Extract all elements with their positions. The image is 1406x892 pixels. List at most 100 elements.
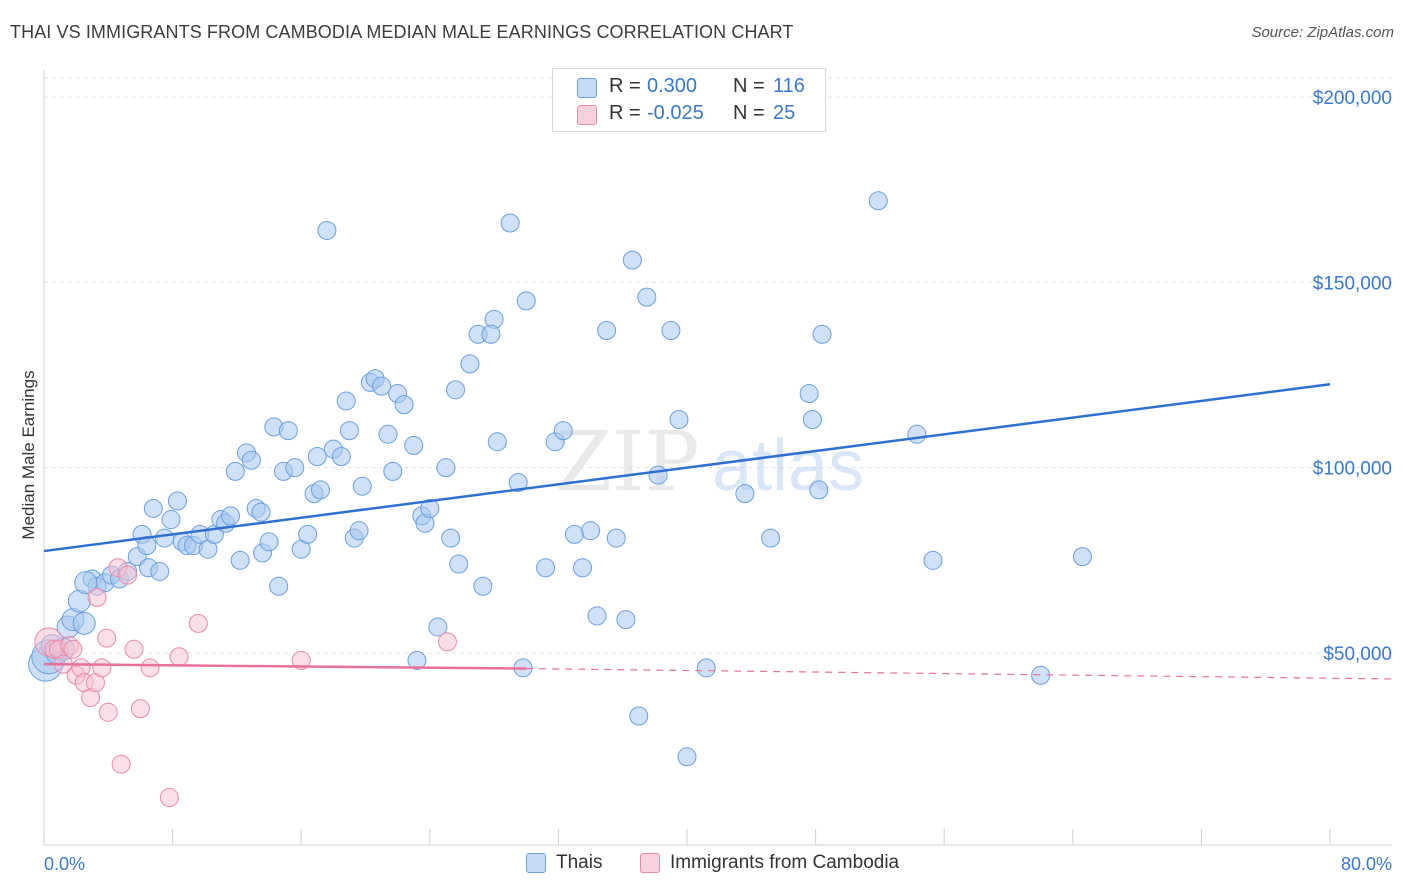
thais-point — [648, 465, 668, 485]
thais-point — [278, 421, 298, 441]
cambodia-point — [437, 632, 457, 652]
thais-point — [581, 521, 601, 541]
thais-point — [696, 658, 716, 678]
thais-point — [629, 706, 649, 726]
legend-n-value: 25 — [773, 102, 796, 124]
thais-point — [161, 510, 181, 530]
thais-point — [564, 524, 584, 544]
axes — [43, 70, 1392, 846]
thais-point — [809, 480, 829, 500]
cambodia-point — [118, 565, 138, 585]
thais-point — [259, 532, 279, 552]
thais-point — [407, 650, 427, 670]
thais-point — [331, 447, 351, 467]
thais-point — [404, 435, 424, 455]
y-tick-label: $150,000 — [1313, 273, 1392, 294]
y-tick-label: $200,000 — [1313, 88, 1392, 109]
cambodia-trend-line — [43, 662, 527, 670]
thais-point — [622, 250, 642, 270]
cambodia-legend-label: Immigrants from Cambodia — [670, 852, 900, 873]
thais-point — [349, 521, 369, 541]
legend-n-label: N = — [733, 102, 765, 124]
thais-point — [230, 550, 250, 570]
cambodia-point — [111, 754, 131, 774]
thais-point — [677, 747, 697, 767]
cambodia-point — [291, 650, 311, 670]
thais-point — [220, 506, 240, 526]
thais-point — [372, 376, 392, 396]
thais-point — [487, 432, 507, 452]
thais-point — [587, 606, 607, 626]
thais-point — [269, 576, 289, 596]
thais-point — [441, 528, 461, 548]
thais-point — [508, 472, 528, 492]
y-tick-label: $50,000 — [1323, 644, 1392, 665]
cambodia-point — [124, 639, 144, 659]
stats-legend: R = 0.300 N = 116 R = -0.025 N = 25 — [552, 68, 826, 132]
thais-point — [167, 491, 187, 511]
thais-point — [923, 550, 943, 570]
chart-title: THAI VS IMMIGRANTS FROM CAMBODIA MEDIAN … — [10, 22, 794, 42]
thais-point — [307, 447, 327, 467]
thais-point — [500, 213, 520, 233]
thais-point — [420, 498, 440, 518]
thais-point — [637, 287, 657, 307]
svg-text:ZIP: ZIP — [555, 415, 700, 510]
thais-point — [449, 554, 469, 574]
svg-text:atlas: atlas — [712, 426, 864, 506]
thais-point — [428, 617, 448, 637]
thais-point — [799, 384, 819, 404]
thais-legend-label: Thais — [556, 852, 603, 873]
thais-trend-line — [43, 383, 1331, 553]
legend-r-value: -0.025 — [647, 102, 704, 124]
thais-point — [597, 321, 617, 341]
cambodia-point — [98, 702, 118, 722]
thais-point — [298, 524, 318, 544]
cambodia-legend-swatch — [640, 853, 660, 873]
x-tick-label: 0.0% — [44, 854, 85, 874]
series-cambodia — [34, 558, 457, 808]
thais-point — [907, 424, 927, 444]
thais-point — [225, 461, 245, 481]
thais-point — [155, 528, 175, 548]
thais-swatch — [577, 78, 597, 98]
y-tick-label: $100,000 — [1313, 459, 1392, 480]
thais-point — [868, 191, 888, 211]
thais-point — [553, 421, 573, 441]
legend-n-value: 116 — [773, 75, 805, 97]
legend-r-label: R = — [609, 102, 641, 124]
thais-point — [383, 461, 403, 481]
cambodia-swatch — [577, 105, 597, 125]
thais-point — [241, 450, 261, 470]
thais-point — [436, 458, 456, 478]
cambodia-point — [87, 587, 107, 607]
thais-point — [661, 321, 681, 341]
thais-point — [761, 528, 781, 548]
cambodia-point — [140, 658, 160, 678]
thais-point — [473, 576, 493, 596]
thais-point — [812, 324, 832, 344]
source-note: Source: ZipAtlas.com — [1251, 24, 1394, 41]
thais-point — [339, 421, 359, 441]
cambodia-point — [130, 699, 150, 719]
thais-point — [310, 480, 330, 500]
thais-point — [536, 558, 556, 578]
thais-point — [616, 610, 636, 630]
x-tick-label: 80.0% — [1341, 854, 1392, 874]
thais-point — [516, 291, 536, 311]
thais-point — [72, 611, 96, 635]
thais-point — [735, 484, 755, 504]
legend-r-value: 0.300 — [647, 75, 698, 97]
thais-point — [394, 395, 414, 415]
cambodia-point — [188, 613, 208, 633]
thais-point — [336, 391, 356, 411]
cambodia-point — [97, 628, 117, 648]
zipatlas-watermark: ZIP atlas — [555, 415, 864, 510]
x-tick-labels: 0.0% 80.0% — [44, 854, 1392, 874]
cambodia-trend-extension — [526, 667, 1393, 680]
thais-point — [669, 409, 689, 429]
cambodia-point — [159, 788, 179, 808]
thais-point — [285, 458, 305, 478]
cambodia-point — [92, 658, 112, 678]
